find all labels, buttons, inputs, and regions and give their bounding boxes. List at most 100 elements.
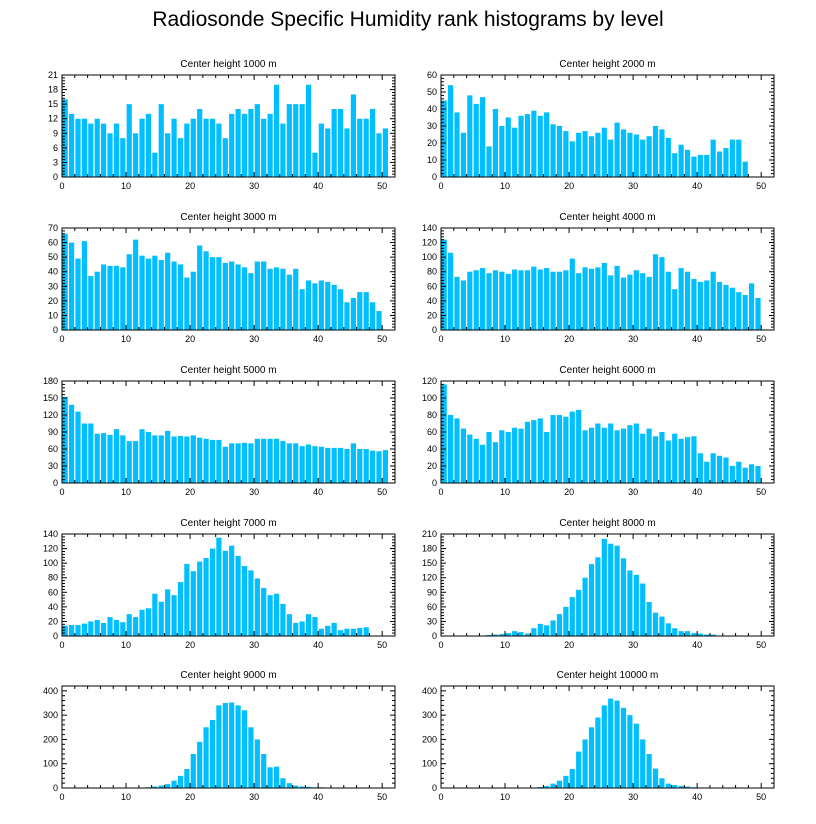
- bar: [62, 233, 68, 330]
- bar: [563, 270, 569, 330]
- bar: [280, 603, 286, 636]
- bar: [248, 443, 254, 483]
- bar: [197, 561, 203, 636]
- bar: [171, 780, 177, 788]
- bar: [235, 443, 241, 483]
- bar: [81, 241, 88, 330]
- bar: [152, 786, 158, 788]
- bar: [350, 94, 356, 177]
- bar: [241, 710, 248, 788]
- x-tick-label: 10: [500, 487, 510, 497]
- bar: [261, 118, 267, 177]
- bar: [582, 131, 588, 177]
- bar: [171, 261, 177, 330]
- bar: [81, 623, 88, 636]
- bar: [363, 118, 369, 177]
- bar: [505, 633, 511, 636]
- bar: [678, 268, 684, 330]
- y-tick-label: 40: [48, 267, 58, 277]
- y-tick-label: 0: [53, 478, 58, 488]
- bar: [582, 267, 588, 330]
- bar: [659, 616, 665, 636]
- y-tick-label: 30: [427, 121, 437, 131]
- x-tick-label: 10: [121, 487, 131, 497]
- bar: [460, 428, 467, 483]
- chart-panel-1: Center height 2000 m 0 10 20 30 40 50 0 10 20 30 40…: [427, 59, 775, 191]
- bar: [736, 461, 742, 483]
- bar: [544, 786, 550, 788]
- bar: [665, 137, 671, 177]
- bar: [152, 593, 158, 636]
- bar: [691, 156, 697, 177]
- bar: [659, 129, 665, 177]
- bar: [190, 271, 196, 330]
- bar: [209, 439, 216, 483]
- bar: [742, 467, 748, 483]
- bar: [152, 152, 158, 177]
- bar: [133, 617, 139, 636]
- bar: [286, 104, 292, 177]
- bar: [640, 583, 646, 636]
- x-tick-label: 10: [500, 334, 510, 344]
- bar: [678, 144, 684, 177]
- bar: [344, 128, 350, 177]
- bar: [524, 633, 531, 636]
- bar: [133, 239, 139, 330]
- y-tick-label: 50: [48, 252, 58, 262]
- bar: [158, 785, 164, 788]
- bar: [441, 100, 447, 177]
- bar: [454, 112, 460, 177]
- bar: [165, 589, 171, 636]
- bar: [254, 438, 260, 483]
- panel-title: Center height 4000 m: [559, 212, 655, 223]
- x-tick-label: 0: [438, 334, 443, 344]
- bar: [190, 118, 196, 177]
- bar: [672, 289, 678, 330]
- bar: [222, 703, 228, 788]
- bar: [665, 440, 671, 483]
- bar: [216, 705, 222, 788]
- bar: [299, 621, 305, 636]
- x-tick-label: 40: [692, 640, 702, 650]
- x-tick-label: 30: [628, 792, 638, 802]
- chart-panel-0: Center height 1000 m 0 10 20 30 40 50 0 3 6 9 12 15 1…: [48, 59, 396, 191]
- bar: [550, 415, 556, 483]
- bar: [62, 625, 68, 636]
- bar: [595, 717, 601, 788]
- bar: [652, 126, 659, 177]
- chart-panel-3: Center height 4000 m 0 10 20 30 40 50 0 20 40 60 80…: [422, 212, 775, 344]
- bar: [75, 411, 81, 483]
- bar: [331, 622, 337, 636]
- bar: [75, 258, 81, 330]
- bar: [197, 109, 203, 177]
- bar: [75, 118, 81, 177]
- x-tick-label: 20: [564, 487, 574, 497]
- bar: [69, 113, 75, 177]
- bar: [113, 265, 120, 330]
- bar: [363, 627, 369, 636]
- bar: [190, 435, 196, 483]
- bar: [120, 267, 126, 330]
- bar: [94, 118, 100, 177]
- bar: [62, 396, 68, 483]
- bar: [312, 446, 318, 483]
- bar: [376, 451, 382, 483]
- bar: [665, 783, 671, 788]
- bar: [203, 438, 209, 483]
- y-tick-label: 20: [48, 616, 58, 626]
- bar: [273, 438, 280, 483]
- bar: [222, 446, 228, 483]
- bar: [588, 427, 595, 483]
- bar: [152, 435, 158, 483]
- bar: [460, 132, 467, 177]
- bar: [152, 255, 158, 330]
- x-tick-label: 0: [59, 181, 64, 191]
- bar: [550, 124, 556, 177]
- y-tick-label: 120: [422, 376, 437, 386]
- bar: [569, 141, 575, 177]
- bar: [337, 289, 344, 330]
- x-tick-label: 30: [628, 334, 638, 344]
- bar: [222, 262, 228, 330]
- y-tick-label: 140: [43, 529, 58, 539]
